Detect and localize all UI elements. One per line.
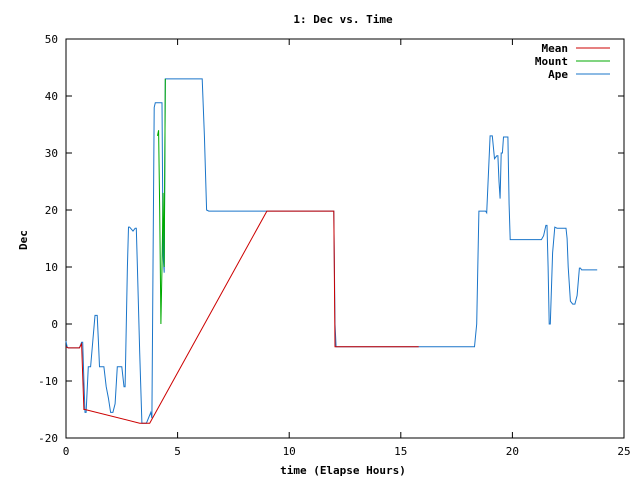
y-tick-label: 20 [45,204,58,217]
series-lines [65,78,598,424]
x-tick-label: 25 [617,445,630,458]
plot-area-border [65,38,625,439]
y-axis-label: Dec [17,230,30,250]
series-line-mean [65,210,419,424]
legend-label-mount: Mount [535,55,568,68]
axis-ticks: 0 5 10 15 20 25 -20 -10 0 10 20 30 40 50 [38,33,631,458]
chart-title: 1: Dec vs. Time [293,13,393,26]
x-tick-label: 10 [283,445,296,458]
y-tick-label: 10 [45,261,58,274]
y-tick-label: 30 [45,147,58,160]
legend-label-ape: Ape [548,68,568,81]
y-tick-label: -20 [38,432,58,445]
y-tick-label: 0 [51,318,58,331]
x-tick-label: 5 [174,445,181,458]
x-tick-label: 15 [394,445,407,458]
legend-label-mean: Mean [542,42,569,55]
y-tick-label: 50 [45,33,58,46]
y-tick-label: 40 [45,90,58,103]
series-line-ape [65,78,598,424]
x-axis-label: time (Elapse Hours) [280,464,406,477]
x-tick-label: 20 [506,445,519,458]
series-line-mount [157,78,166,325]
x-tick-label: 0 [63,445,70,458]
y-tick-label: -10 [38,375,58,388]
